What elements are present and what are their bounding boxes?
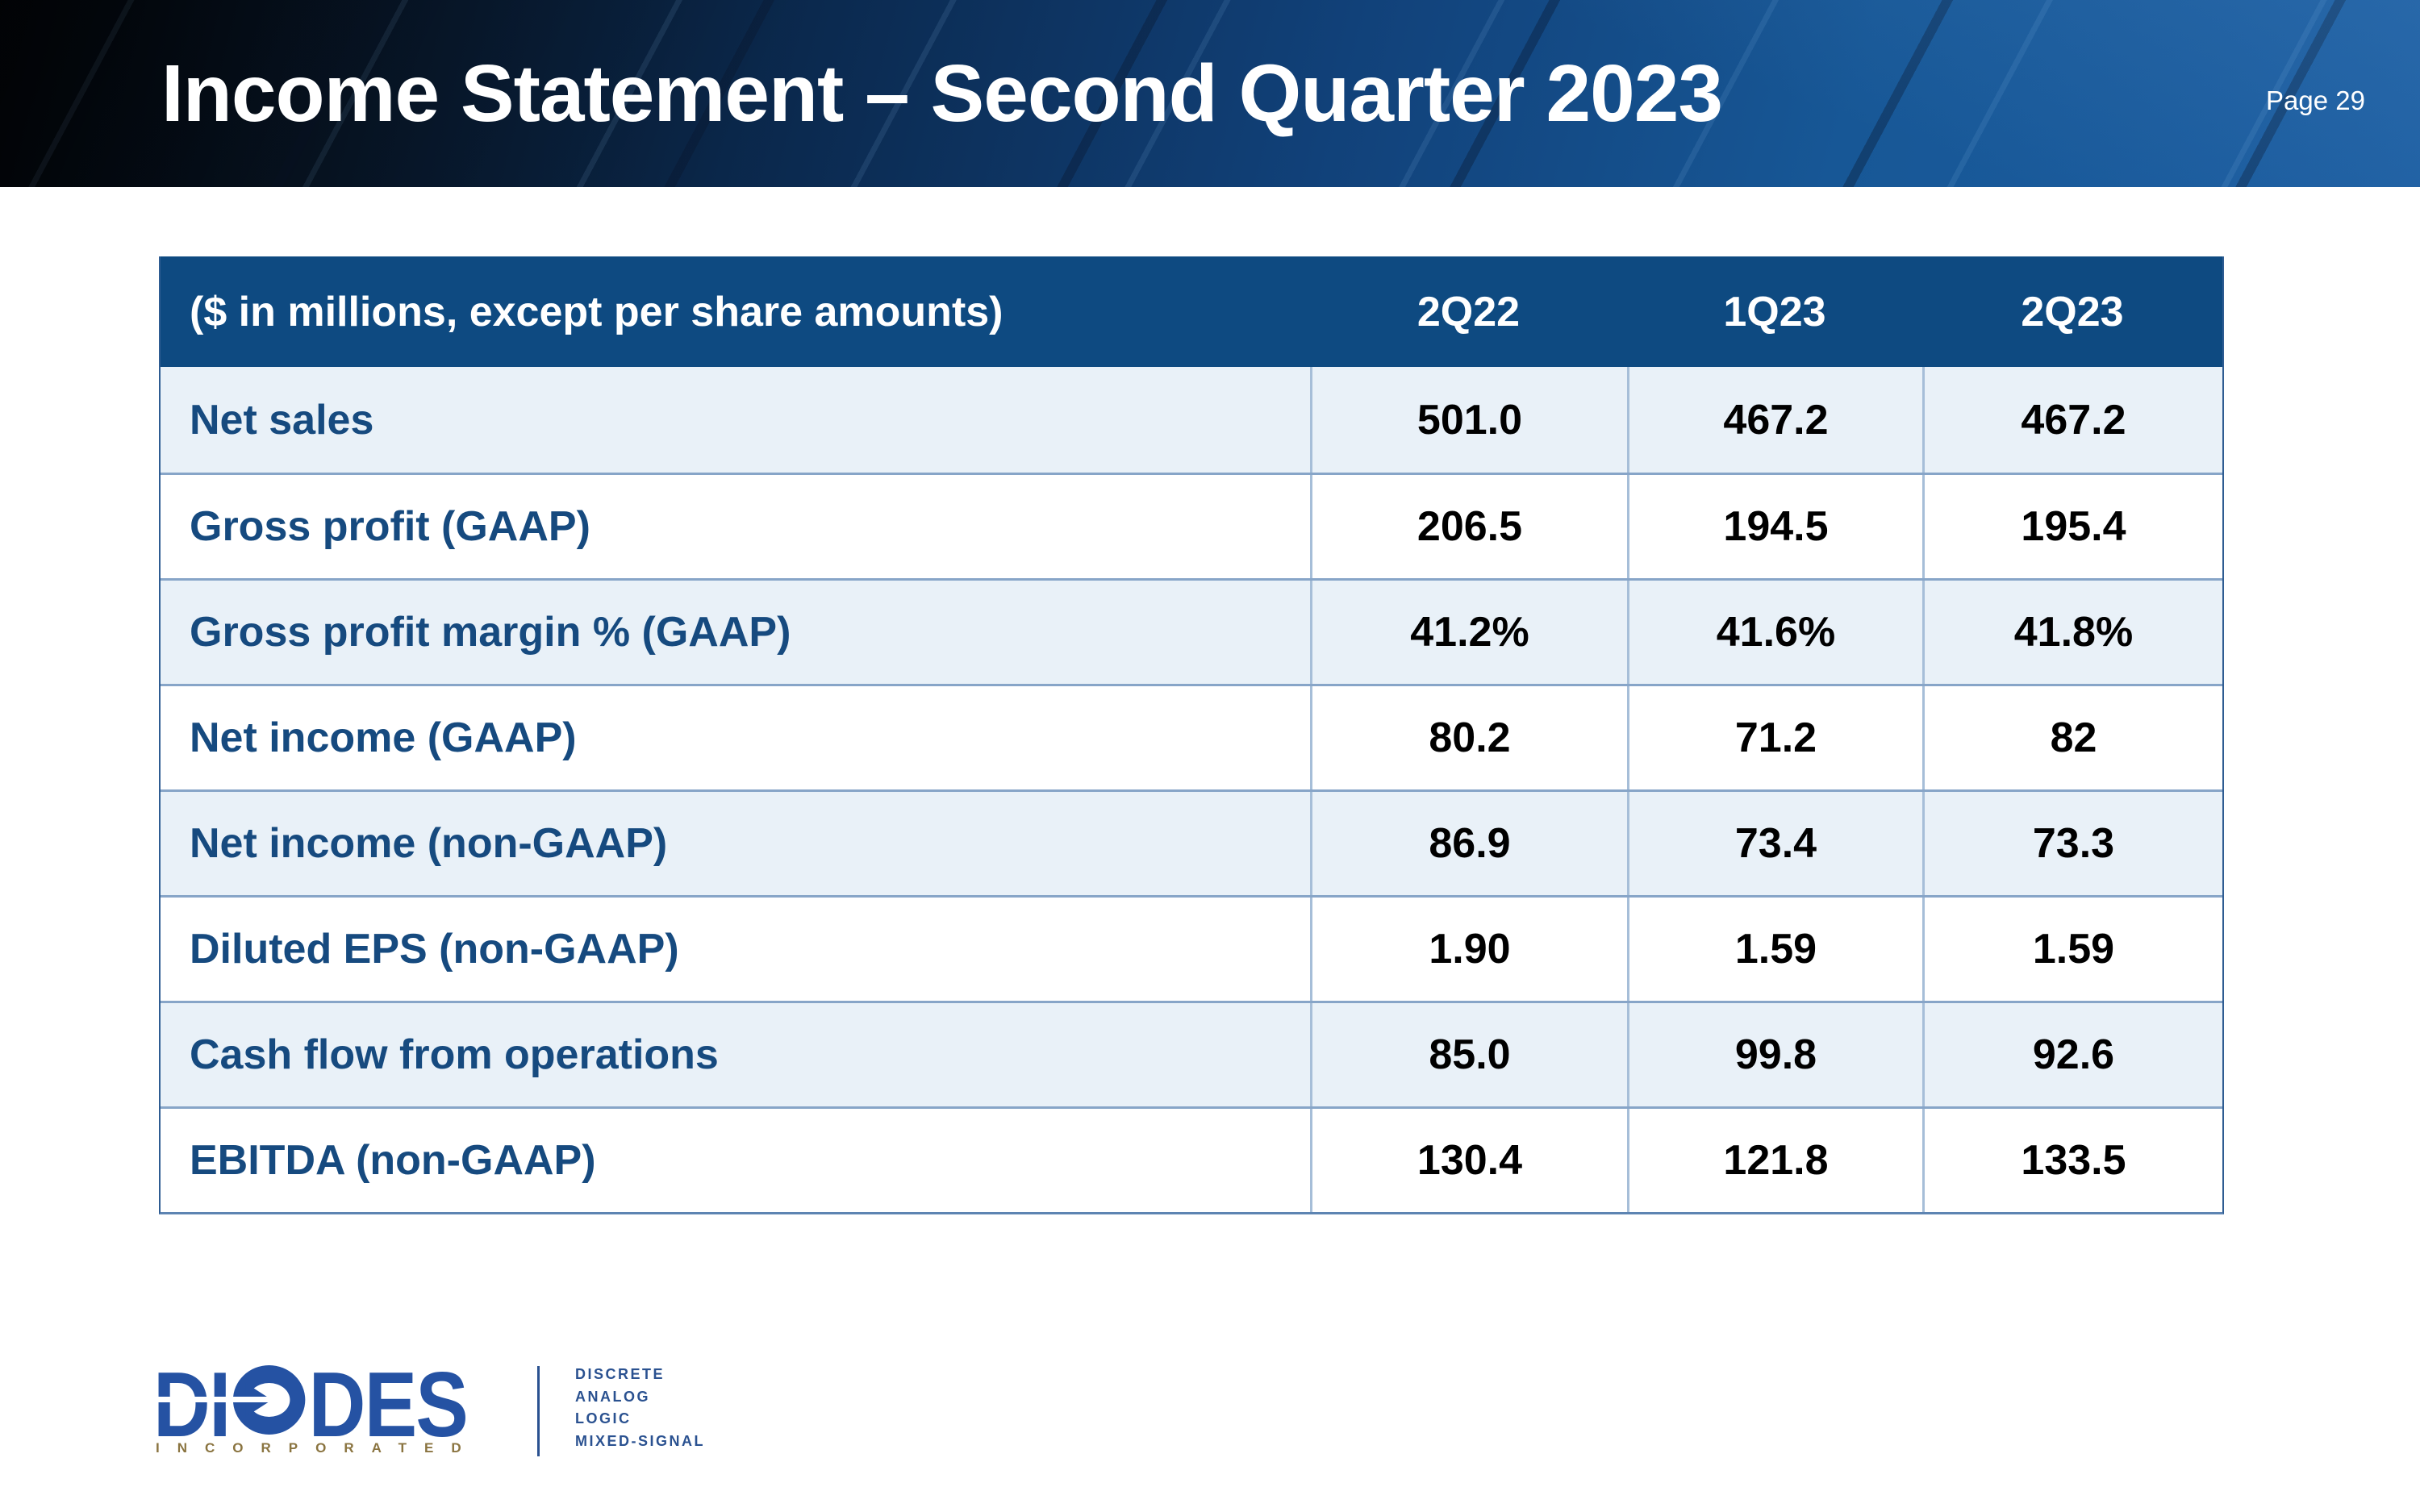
row-label: Gross profit margin % (GAAP) [190,609,791,656]
row-value: 86.9 [1310,792,1627,895]
row-value: 194.5 [1627,475,1922,578]
row-label: Net income (GAAP) [190,714,577,761]
column-header-2q22: 2Q22 [1417,288,1521,335]
page-title: Income Statement – Second Quarter 2023 [161,48,1723,139]
row-value: 501.0 [1310,367,1627,473]
diodes-logo: DI DES [153,1354,469,1456]
row-value: 41.8% [1922,581,2222,684]
row-value: 73.4 [1627,792,1922,895]
income-statement-table: ($ in millions, except per share amounts… [159,256,2224,1214]
row-label: EBITDA (non-GAAP) [190,1137,596,1184]
row-value: 82 [1922,686,2222,789]
row-value: 133.5 [1922,1109,2222,1212]
row-value: 92.6 [1922,1003,2222,1106]
column-header-2q23: 2Q23 [2021,288,2124,335]
table-row: EBITDA (non-GAAP) 130.4 121.8 133.5 [161,1106,2222,1212]
row-value: 130.4 [1310,1109,1627,1212]
tagline-mixed-signal: MIXED-SIGNAL [575,1432,706,1449]
column-header-1q23: 1Q23 [1723,288,1826,335]
row-value: 121.8 [1627,1109,1922,1212]
row-value: 1.59 [1627,898,1922,1001]
diode-wire-line [153,1397,282,1402]
row-value: 1.59 [1922,898,2222,1001]
table-row: Net income (GAAP) 80.2 71.2 82 [161,684,2222,789]
table-header-caption: ($ in millions, except per share amounts… [190,288,1003,335]
row-label: Gross profit (GAAP) [190,503,590,550]
table-row: Gross profit margin % (GAAP) 41.2% 41.6%… [161,578,2222,684]
tagline-analog: ANALOG [575,1388,650,1405]
row-label: Cash flow from operations [190,1031,719,1078]
row-value: 80.2 [1310,686,1627,789]
table-row: Diluted EPS (non-GAAP) 1.90 1.59 1.59 [161,895,2222,1001]
tagline-logic: LOGIC [575,1410,632,1427]
row-value: 85.0 [1310,1003,1627,1106]
table-row: Cash flow from operations 85.0 99.8 92.6 [161,1001,2222,1106]
row-value: 71.2 [1627,686,1922,789]
row-label: Net income (non-GAAP) [190,820,668,867]
logo-divider [537,1366,540,1456]
row-value: 99.8 [1627,1003,1922,1106]
title-banner: Income Statement – Second Quarter 2023 P… [0,0,2420,187]
row-value: 206.5 [1310,475,1627,578]
table-row: Net income (non-GAAP) 86.9 73.4 73.3 [161,789,2222,895]
row-value: 1.90 [1310,898,1627,1001]
page-number: Page 29 [2266,85,2365,115]
row-value: 73.3 [1922,792,2222,895]
diodes-logo-text-des: DES [308,1354,469,1456]
row-value: 41.2% [1310,581,1627,684]
row-value: 195.4 [1922,475,2222,578]
logo-tagline: DISCRETE ANALOG LOGIC MIXED-SIGNAL [575,1364,705,1452]
table-header-row: ($ in millions, except per share amounts… [161,256,2222,367]
row-label: Net sales [190,396,374,444]
incorporated-label: INCORPORATED [156,1440,479,1456]
row-value: 467.2 [1627,367,1922,473]
row-value: 41.6% [1627,581,1922,684]
tagline-discrete: DISCRETE [575,1366,666,1382]
table-row: Net sales 501.0 467.2 467.2 [161,367,2222,473]
row-value: 467.2 [1922,367,2222,473]
table-row: Gross profit (GAAP) 206.5 194.5 195.4 [161,473,2222,578]
diodes-logo-text-di: DI [153,1354,231,1456]
row-label: Diluted EPS (non-GAAP) [190,926,679,973]
